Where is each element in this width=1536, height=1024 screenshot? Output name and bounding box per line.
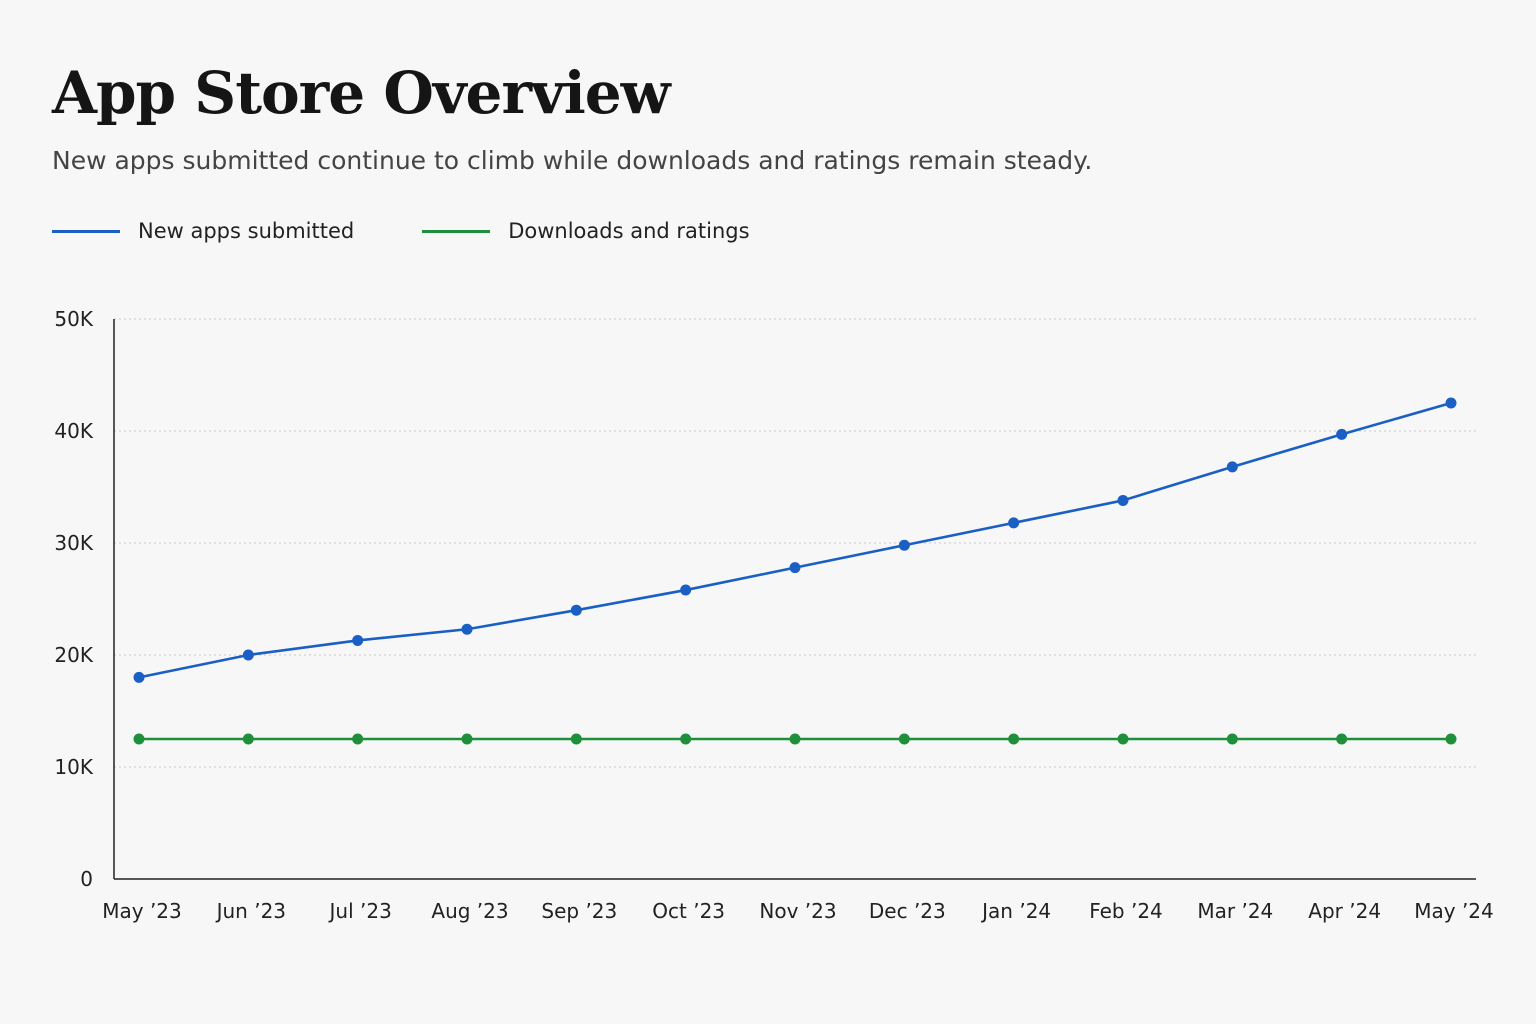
data-point (570, 733, 582, 745)
data-point (1336, 733, 1348, 745)
data-point (1117, 494, 1129, 506)
x-tick-label: Oct ’23 (652, 899, 725, 923)
chart-legend: New apps submitted Downloads and ratings (52, 216, 818, 246)
data-point (570, 604, 582, 616)
data-point (1226, 461, 1238, 473)
y-tick-label: 40K (54, 419, 93, 443)
data-point (1117, 733, 1129, 745)
legend-label-new-apps: New apps submitted (138, 219, 355, 243)
data-point (1336, 428, 1348, 440)
series-line (137, 401, 1453, 679)
x-tick-label: May ’24 (1414, 899, 1494, 923)
chart-series (133, 397, 1457, 745)
x-tick-label: Mar ’24 (1197, 899, 1273, 923)
data-point (461, 733, 473, 745)
x-tick-label: Jul ’23 (328, 899, 392, 923)
x-tick-label: Aug ’23 (431, 899, 508, 923)
x-tick-label: Feb ’24 (1089, 899, 1163, 923)
data-point (352, 733, 364, 745)
data-point (789, 562, 801, 574)
page-subtitle: New apps submitted continue to climb whi… (52, 146, 1093, 175)
x-tick-label: Sep ’23 (541, 899, 617, 923)
data-point (133, 671, 145, 683)
x-tick-label: Jan ’24 (980, 899, 1051, 923)
data-point (898, 539, 910, 551)
tick-labels: 0 10K 20K 30K 40K 50K May ’23 Jun ’23 Jul ’23 Aug… (54, 307, 1493, 923)
y-tick-label: 10K (54, 755, 93, 779)
legend-item-new-apps: New apps submitted (52, 219, 354, 243)
data-point (133, 733, 145, 745)
data-point (242, 733, 254, 745)
chart-axes (113, 319, 1476, 880)
y-tick-label: 20K (54, 643, 93, 667)
data-point (898, 733, 910, 745)
series-2 (133, 733, 1457, 745)
data-point (680, 733, 692, 745)
data-point (352, 634, 364, 646)
series-1 (133, 397, 1457, 683)
data-point (461, 623, 473, 635)
x-tick-label: Nov ’23 (759, 899, 836, 923)
legend-swatch-downloads (422, 229, 491, 233)
x-tick-label: Jun ’23 (215, 899, 286, 923)
grid-lines (114, 318, 1476, 768)
page-title: App Store Overview (52, 59, 671, 127)
legend-swatch-new-apps (52, 229, 120, 233)
legend-label-downloads: Downloads and ratings (508, 219, 750, 243)
data-point (680, 584, 692, 596)
data-point (242, 649, 254, 661)
data-point (1226, 733, 1238, 745)
y-tick-label: 50K (54, 307, 93, 331)
x-tick-label: May ’23 (102, 899, 182, 923)
data-point (1445, 733, 1457, 745)
y-tick-label: 0 (80, 867, 93, 891)
x-tick-label: Dec ’23 (869, 899, 946, 923)
x-tick-label: Apr ’24 (1308, 899, 1381, 923)
data-point (789, 733, 801, 745)
data-point (1445, 397, 1457, 409)
y-tick-label: 30K (54, 531, 93, 555)
legend-item-downloads: Downloads and ratings (422, 219, 750, 243)
data-point (1008, 733, 1020, 745)
data-point (1008, 517, 1020, 529)
